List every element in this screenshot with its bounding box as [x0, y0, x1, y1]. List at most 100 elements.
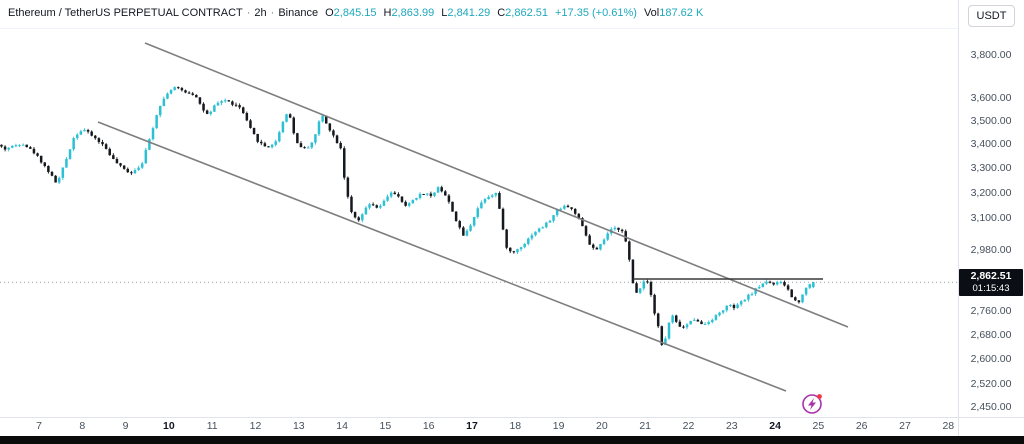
- candle-body: [36, 153, 39, 156]
- time-axis-border: [0, 417, 1024, 418]
- candle-body: [361, 214, 364, 221]
- candle-body: [94, 135, 97, 139]
- price-axis[interactable]: 3,800.00 3,600.00 3,500.00 3,400.00 3,300.00…: [959, 0, 1024, 417]
- candle-body: [400, 196, 404, 202]
- candle-body: [436, 187, 440, 193]
- candle-body: [750, 293, 754, 295]
- candle-body: [375, 205, 378, 208]
- candle-body: [591, 244, 595, 248]
- candle-body: [469, 225, 472, 231]
- candle-body: [577, 213, 581, 219]
- chart-legend: Ethereum / TetherUS PERPETUAL CONTRACT · 2…: [8, 7, 703, 19]
- low-value: 2,841.29: [447, 7, 491, 19]
- candle-body: [205, 110, 209, 114]
- time-tick-label: 17: [466, 420, 478, 432]
- candle-body: [339, 143, 342, 149]
- channel-lower-trendline[interactable]: [97, 121, 787, 392]
- candle-body: [801, 294, 804, 303]
- candle-body: [249, 120, 252, 128]
- legend-separator: ·: [270, 7, 275, 19]
- candle-body: [411, 199, 415, 204]
- candle-body: [314, 134, 317, 143]
- candle-body: [173, 87, 176, 90]
- currency-unit-button[interactable]: USDT: [968, 5, 1015, 27]
- candle-body: [729, 304, 732, 306]
- candle-body: [415, 197, 418, 200]
- candle-body: [97, 138, 101, 143]
- candle-body: [260, 141, 263, 144]
- legend-separator: ·: [246, 7, 251, 19]
- candle-body: [476, 208, 480, 217]
- volume-label: Vol: [643, 7, 660, 19]
- lightning-circle-icon: [802, 394, 822, 414]
- time-tick-label: 14: [336, 420, 348, 432]
- candle-body: [288, 114, 292, 118]
- candle-body: [674, 315, 678, 322]
- candlestick-series: [0, 86, 815, 346]
- candle-body: [29, 147, 32, 149]
- candle-body: [465, 230, 469, 236]
- candle-body: [328, 123, 332, 131]
- candle-body: [584, 226, 588, 236]
- high-label: H: [383, 7, 392, 19]
- candle-body: [39, 155, 43, 163]
- time-tick-label: 25: [812, 420, 825, 432]
- channel-upper-trendline[interactable]: [144, 42, 849, 328]
- candle-body: [703, 323, 707, 325]
- candle-body: [299, 143, 303, 148]
- candle-body: [490, 195, 494, 197]
- time-axis[interactable]: 7 8 9 10 11 12 13 14 15 16 17 18 19 20 21 22 23 24 25 26 27 2…: [0, 418, 958, 436]
- candle-body: [83, 130, 86, 132]
- price-tick-label: 2,600.00: [970, 353, 1012, 366]
- time-tick-label: 8: [79, 420, 86, 432]
- candle-body: [238, 105, 241, 108]
- time-tick-label: 23: [725, 420, 738, 432]
- time-tick-label: 22: [682, 420, 695, 432]
- candle-body: [559, 208, 563, 210]
- candle-body: [346, 177, 350, 197]
- candle-body: [768, 281, 772, 283]
- candle-body: [581, 218, 584, 227]
- symbol-title[interactable]: Ethereum / TetherUS PERPETUAL CONTRACT: [8, 7, 243, 19]
- candle-body: [321, 115, 324, 122]
- candle-body: [599, 244, 602, 250]
- flash-order-button[interactable]: [802, 394, 822, 414]
- candle-body: [451, 201, 454, 212]
- price-tick-label: 3,600.00: [970, 92, 1012, 105]
- candle-body: [776, 282, 779, 285]
- candle-body: [545, 222, 548, 228]
- candle-body: [454, 211, 458, 222]
- candle-body: [281, 121, 285, 133]
- candle-body: [613, 227, 617, 230]
- candle-body: [0, 144, 3, 147]
- candle-body: [151, 128, 155, 140]
- candle-body: [303, 147, 306, 149]
- candle-body: [393, 192, 397, 195]
- candle-body: [332, 130, 335, 136]
- candle-body: [274, 141, 277, 145]
- candle-body: [714, 315, 718, 320]
- last-price-label: 2,862.51 01:15:43: [959, 268, 1023, 296]
- exchange-label[interactable]: Binance: [278, 7, 319, 19]
- candle-body: [530, 235, 534, 239]
- candle-body: [130, 172, 133, 174]
- candle-body: [422, 193, 425, 195]
- candle-body: [195, 94, 198, 98]
- candle-body: [119, 163, 122, 166]
- price-axis-border: [958, 0, 959, 436]
- candle-body: [256, 133, 259, 142]
- candle-body: [426, 193, 429, 195]
- bottom-bar: [0, 436, 1024, 444]
- candle-body: [487, 196, 490, 200]
- candle-body: [660, 326, 664, 345]
- candle-body: [711, 319, 714, 323]
- low-label: L: [441, 7, 448, 19]
- candle-body: [166, 93, 169, 99]
- candle-body: [747, 294, 750, 300]
- candle-body: [563, 205, 566, 209]
- candle-body: [32, 148, 36, 154]
- price-tick-label: 3,100.00: [970, 212, 1012, 225]
- interval-label[interactable]: 2h: [254, 7, 267, 19]
- candle-body: [638, 288, 642, 293]
